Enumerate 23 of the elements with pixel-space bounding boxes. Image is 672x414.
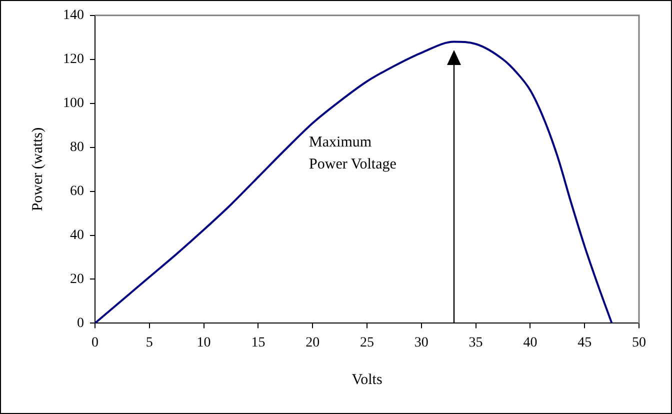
y-tick-label: 20: [70, 272, 84, 287]
x-tick-label: 50: [632, 335, 646, 350]
x-tick-label: 45: [578, 335, 592, 350]
x-tick-label: 0: [92, 335, 98, 350]
x-tick-label: 30: [414, 335, 428, 350]
y-tick-label: 140: [63, 8, 84, 24]
ref-line-label: Maximum Power Voltage: [309, 134, 397, 172]
y-tick-label: 80: [70, 140, 84, 155]
x-tick-label: 20: [306, 335, 320, 350]
y-tick-label: 100: [63, 96, 84, 112]
x-tick-label: 5: [146, 335, 153, 350]
y-tick-label: 120: [63, 52, 84, 68]
y-tick-label: 40: [70, 228, 84, 243]
x-axis-title: Volts: [352, 372, 382, 388]
x-tick-label: 25: [360, 335, 374, 350]
y-axis-title: Power (watts): [30, 127, 46, 212]
line-series: [95, 40, 613, 324]
x-tick-label: 35: [468, 335, 483, 350]
y-tick-label: 60: [70, 184, 84, 199]
x-tick-label: 15: [251, 335, 266, 350]
x-tick-label: 10: [196, 335, 211, 350]
y-tick-label: 0: [77, 316, 84, 331]
x-tick-label: 40: [523, 335, 538, 350]
